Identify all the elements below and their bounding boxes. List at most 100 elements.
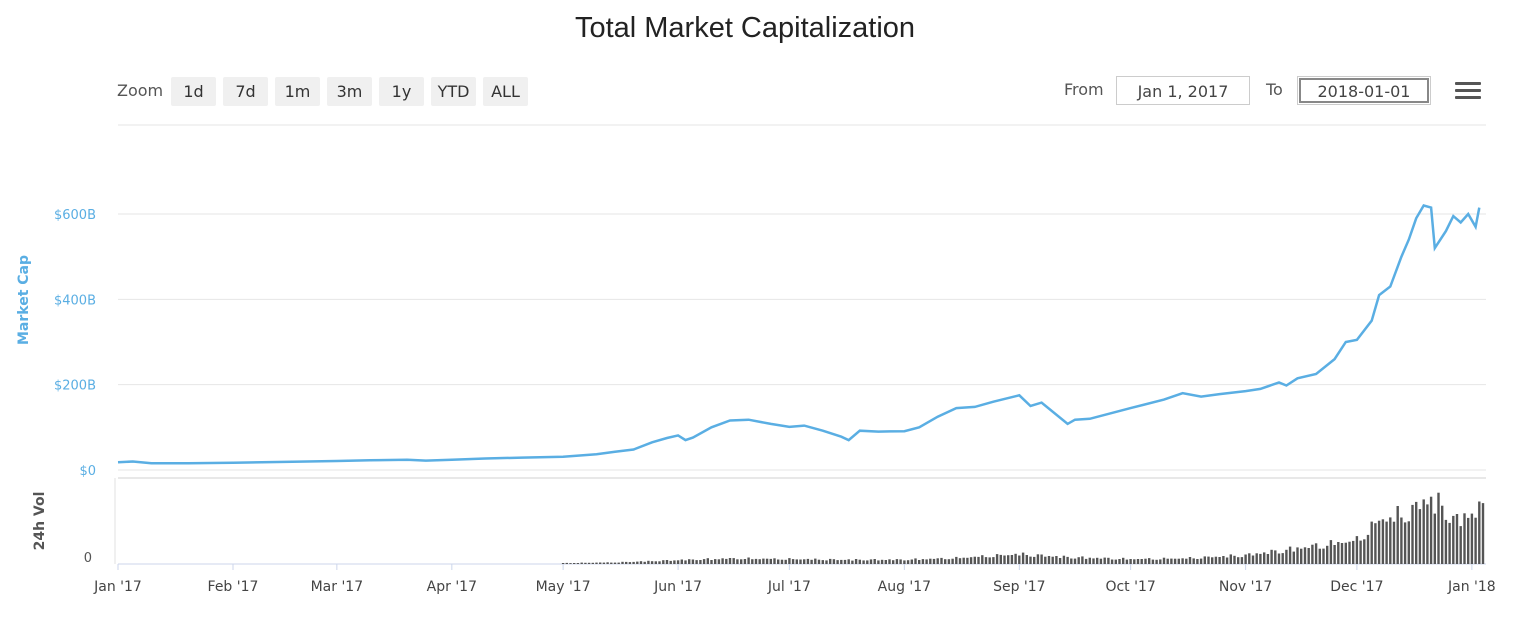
volume-bar xyxy=(1092,558,1095,564)
volume-bar xyxy=(969,557,973,564)
zoom-7d-button[interactable]: 7d xyxy=(223,77,268,106)
volume-bar xyxy=(1296,547,1299,564)
volume-bar xyxy=(788,558,791,564)
volume-bar xyxy=(1033,556,1036,564)
x-tick-label: Mar '17 xyxy=(311,579,364,595)
to-date-input[interactable]: 2018-01-01 xyxy=(1297,76,1431,105)
volume-bar xyxy=(1225,557,1229,564)
volume-bar xyxy=(1151,559,1155,564)
volume-bar xyxy=(791,559,795,564)
volume-bar xyxy=(1259,553,1262,564)
volume-bar xyxy=(725,558,728,564)
volume-bar xyxy=(1155,559,1158,564)
volume-bar xyxy=(884,560,887,564)
volume-bar xyxy=(1474,517,1477,564)
volume-bar xyxy=(1018,555,1021,564)
volume-bar xyxy=(858,559,861,564)
volume-bar xyxy=(1448,522,1451,564)
zoom-ytd-button[interactable]: YTD xyxy=(431,77,476,106)
volume-bar xyxy=(628,562,632,564)
volume-bar xyxy=(595,562,598,564)
x-tick-label: Jan '18 xyxy=(1447,579,1496,595)
volume-bar xyxy=(710,560,713,564)
volume-bar xyxy=(1422,499,1425,564)
volume-bar xyxy=(1303,547,1307,564)
volume-bar xyxy=(1322,548,1325,564)
volume-bar xyxy=(1110,559,1114,564)
volume-bar xyxy=(717,559,721,564)
volume-bar xyxy=(825,560,828,564)
volume-bar xyxy=(728,558,732,564)
y-tick-label: $400B xyxy=(54,293,96,308)
volume-bar xyxy=(1470,513,1474,564)
volume-bar xyxy=(1066,556,1069,564)
volume-bar xyxy=(1407,521,1410,564)
volume-bar xyxy=(1452,515,1455,564)
volume-bar xyxy=(647,560,650,564)
volume-bar xyxy=(1381,519,1385,564)
volume-bar xyxy=(625,561,628,564)
volume-bar xyxy=(1203,556,1206,564)
volume-bar xyxy=(829,558,832,564)
zoom-1d-button[interactable]: 1d xyxy=(171,77,216,106)
volume-bar xyxy=(803,559,806,564)
volume-bar xyxy=(944,559,947,564)
volume-bar xyxy=(966,557,969,564)
volume-bar xyxy=(1173,558,1177,564)
volume-bar xyxy=(769,558,772,564)
volume-bar xyxy=(1181,558,1184,564)
volume-bar xyxy=(1003,555,1006,564)
volume-bar xyxy=(702,559,706,564)
volume-bar xyxy=(925,559,928,564)
volume-bar xyxy=(1318,548,1321,564)
hamburger-menu-icon[interactable] xyxy=(1455,82,1481,102)
volume-bar xyxy=(1062,555,1066,564)
x-tick-label: Dec '17 xyxy=(1330,579,1383,595)
volume-bar xyxy=(1010,555,1014,564)
zoom-1m-button[interactable]: 1m xyxy=(275,77,320,106)
zoom-all-button[interactable]: ALL xyxy=(483,77,528,106)
volume-bar xyxy=(799,559,802,564)
volume-bar xyxy=(665,560,669,564)
volume-bar xyxy=(777,559,780,564)
volume-bar xyxy=(773,558,776,564)
volume-bar xyxy=(591,562,594,564)
volume-bar xyxy=(873,559,876,564)
volume-bar xyxy=(1133,559,1136,564)
volume-bar xyxy=(1300,548,1303,564)
volume-bar xyxy=(1326,545,1329,564)
zoom-1y-button[interactable]: 1y xyxy=(379,77,424,106)
volume-bar xyxy=(836,560,839,564)
volume-bar xyxy=(847,559,850,564)
volume-bar xyxy=(1481,503,1485,564)
volume-bar xyxy=(914,558,917,564)
volume-bar xyxy=(862,560,865,564)
volume-bar xyxy=(736,559,739,564)
volume-bar xyxy=(1311,544,1314,564)
volume-bar xyxy=(613,562,617,564)
volume-tick-0: 0 xyxy=(84,551,92,566)
volume-bar xyxy=(602,562,606,564)
volume-bar xyxy=(1333,545,1336,564)
volume-bar xyxy=(569,563,572,564)
from-date-input[interactable]: Jan 1, 2017 xyxy=(1116,76,1250,105)
volume-bar xyxy=(658,561,661,564)
volume-bar xyxy=(1288,546,1292,564)
volume-bar xyxy=(721,558,724,564)
volume-bar xyxy=(751,559,754,564)
volume-bar xyxy=(851,560,854,564)
volume-bar xyxy=(1292,551,1295,564)
volume-bar xyxy=(1329,540,1333,564)
volume-bar xyxy=(632,561,635,564)
zoom-3m-button[interactable]: 3m xyxy=(327,77,372,106)
volume-bar xyxy=(1021,552,1025,564)
volume-bar xyxy=(999,554,1002,564)
x-tick-label: Jan '17 xyxy=(93,579,142,595)
volume-bar xyxy=(1418,509,1422,564)
volume-bar xyxy=(606,562,609,564)
volume-bar xyxy=(1229,554,1232,564)
volume-bar xyxy=(1455,514,1459,564)
volume-bar xyxy=(573,563,576,564)
volume-bar xyxy=(1051,556,1054,564)
volume-bar xyxy=(680,559,683,564)
